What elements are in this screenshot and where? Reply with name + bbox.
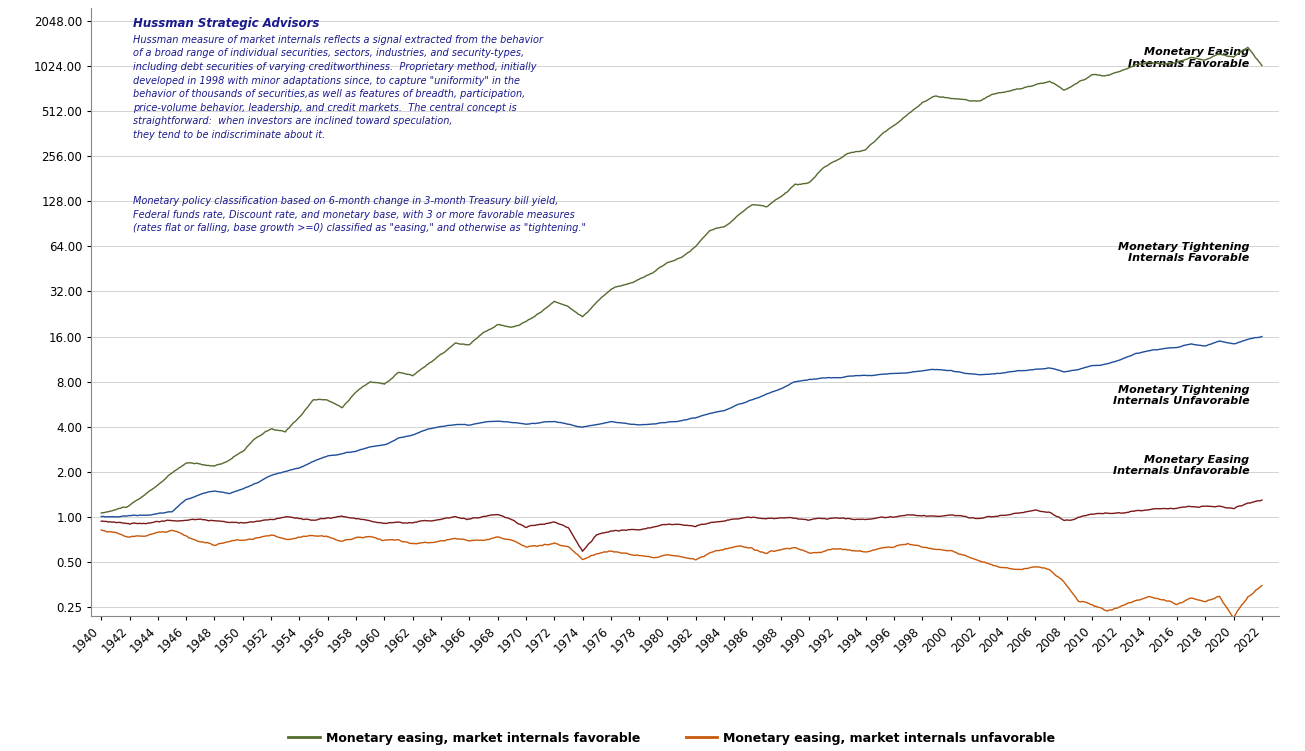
- Text: Monetary Easing
Internals Favorable: Monetary Easing Internals Favorable: [1128, 47, 1249, 68]
- Text: Monetary policy classification based on 6-month change in 3-month Treasury bill : Monetary policy classification based on …: [133, 196, 586, 234]
- Text: Monetary Tightening
Internals Favorable: Monetary Tightening Internals Favorable: [1117, 242, 1249, 264]
- Text: Hussman Strategic Advisors: Hussman Strategic Advisors: [133, 17, 320, 29]
- Text: Monetary Tightening
Internals Unfavorable: Monetary Tightening Internals Unfavorabl…: [1113, 385, 1249, 406]
- Text: Hussman measure of market internals reflects a signal extracted from the behavio: Hussman measure of market internals refl…: [133, 35, 543, 140]
- Legend: Monetary easing, market internals favorable, Monetary tightening, market interna: Monetary easing, market internals favora…: [288, 731, 1082, 751]
- Text: Monetary Easing
Internals Unfavorable: Monetary Easing Internals Unfavorable: [1113, 454, 1249, 476]
